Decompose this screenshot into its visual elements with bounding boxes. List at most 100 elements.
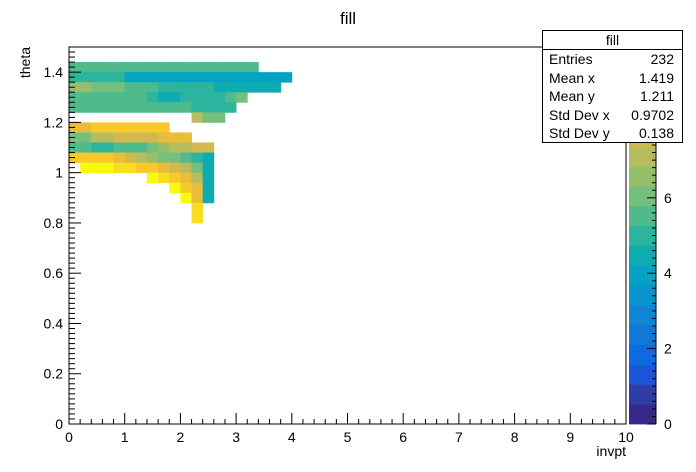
heatmap-bin <box>124 122 137 133</box>
heatmap-bin <box>169 182 181 194</box>
heatmap-bin <box>269 82 282 93</box>
palette-segment <box>629 185 656 207</box>
x-tick-label: 10 <box>618 429 634 445</box>
heatmap-bin <box>113 102 126 113</box>
stats-value: 232 <box>650 51 674 67</box>
stats-row-std-dev-x: Std Dev x 0.9702 <box>543 106 682 125</box>
stats-label: Mean y <box>549 88 595 104</box>
heatmap-bin <box>102 122 114 133</box>
heatmap-bin <box>102 82 114 93</box>
heatmap-bin <box>102 142 114 153</box>
x-tick-label: 3 <box>232 429 240 445</box>
stats-label: Mean x <box>549 69 595 86</box>
heatmap-bin <box>158 102 170 113</box>
heatmap-bin <box>158 82 170 93</box>
heatmap-bin <box>191 112 204 123</box>
palette-segment <box>629 265 656 286</box>
heatmap-bin <box>180 152 192 164</box>
heatmap-bin <box>213 112 226 123</box>
palette-tick-label: 4 <box>664 265 672 281</box>
heatmap-bin <box>91 132 103 143</box>
stats-value: 1.211 <box>640 88 674 104</box>
heatmap-bin <box>113 122 126 133</box>
heatmap-bin <box>180 82 192 93</box>
heatmap-bin <box>124 132 137 143</box>
y-tick-label: 0.2 <box>44 366 64 382</box>
heatmap-bin <box>91 162 103 174</box>
palette-segment <box>629 384 656 405</box>
heatmap-bin <box>113 142 126 153</box>
heatmap-bin <box>191 212 204 224</box>
heatmap-bin <box>191 152 204 164</box>
heatmap-bin <box>202 172 215 184</box>
heatmap-bin <box>258 72 270 83</box>
heatmap-bin <box>202 162 215 174</box>
heatmap-bin <box>80 162 92 174</box>
heatmap-bin <box>280 72 293 83</box>
heatmap-bin <box>158 172 170 184</box>
palette-segment <box>629 146 656 167</box>
heatmap-bin <box>169 142 181 153</box>
heatmap-bin <box>202 82 215 93</box>
heatmap-bin <box>202 192 215 204</box>
heatmap-bin <box>224 72 237 83</box>
y-axis-label: theta <box>17 47 33 78</box>
heatmap-bin <box>124 152 137 164</box>
heatmap-bin <box>202 182 215 194</box>
heatmap-bin <box>180 92 192 103</box>
palette-segment <box>629 166 656 187</box>
heatmap-bin <box>113 62 126 73</box>
palette-segment <box>629 245 656 266</box>
stats-row-mean-x: Mean x 1.419 <box>543 69 682 88</box>
heatmap-bin <box>169 92 181 103</box>
heatmap-bin <box>113 82 126 93</box>
heatmap-bin <box>236 72 248 83</box>
heatmap-bin <box>191 92 204 103</box>
heatmap-bin <box>80 102 92 113</box>
heatmap-bin <box>202 112 215 123</box>
heatmap-bin <box>91 62 103 73</box>
heatmap-bin <box>124 142 137 153</box>
heatmap-bin <box>158 132 170 143</box>
heatmap-bin <box>269 72 282 83</box>
heatmap-bin <box>146 102 159 113</box>
heatmap-bin <box>213 92 226 103</box>
heatmap-bin <box>169 72 181 83</box>
axes: 0 1 2 3 4 5 6 7 8 9 10 0 0.2 0.4 0.6 0.8 1 1.2 1.4 <box>44 46 634 445</box>
heatmap-bin <box>91 152 103 164</box>
heatmap-bin <box>91 72 103 83</box>
heatmap-bin <box>146 62 159 73</box>
palette-segment <box>629 225 656 246</box>
heatmap-bin <box>102 152 114 164</box>
heatmap-bin <box>80 142 92 153</box>
heatmap-bin <box>80 132 92 143</box>
y-tick-label: 0 <box>55 416 63 432</box>
x-tick-label: 4 <box>288 429 296 445</box>
heatmap-bin <box>124 92 137 103</box>
heatmap-bin <box>91 92 103 103</box>
heatmap-bin <box>80 62 92 73</box>
heatmap-bin <box>180 62 192 73</box>
heatmap-bin <box>135 72 148 83</box>
heatmap-bin <box>158 72 170 83</box>
heatmap-bin <box>213 82 226 93</box>
heatmap-bin <box>247 72 259 83</box>
heatmap-bin <box>191 82 204 93</box>
palette-tick-label: 6 <box>664 190 672 206</box>
heatmap-bin <box>113 162 126 174</box>
heatmap-bin <box>80 82 92 93</box>
heatmap-bin <box>124 102 137 113</box>
heatmap-bin <box>146 172 159 184</box>
heatmap-bin <box>202 152 215 164</box>
heatmap-bin <box>124 62 137 73</box>
heatmap-bin <box>191 192 204 204</box>
heatmap-bin <box>80 92 92 103</box>
heatmap-bin <box>91 102 103 113</box>
heatmap-bin <box>113 152 126 164</box>
heatmap-bin <box>102 162 114 174</box>
heatmap-bin <box>91 82 103 93</box>
heatmap-bin <box>102 132 114 143</box>
heatmap-bin <box>80 152 92 164</box>
heatmap-bin <box>102 92 114 103</box>
heatmap-bin <box>180 102 192 113</box>
